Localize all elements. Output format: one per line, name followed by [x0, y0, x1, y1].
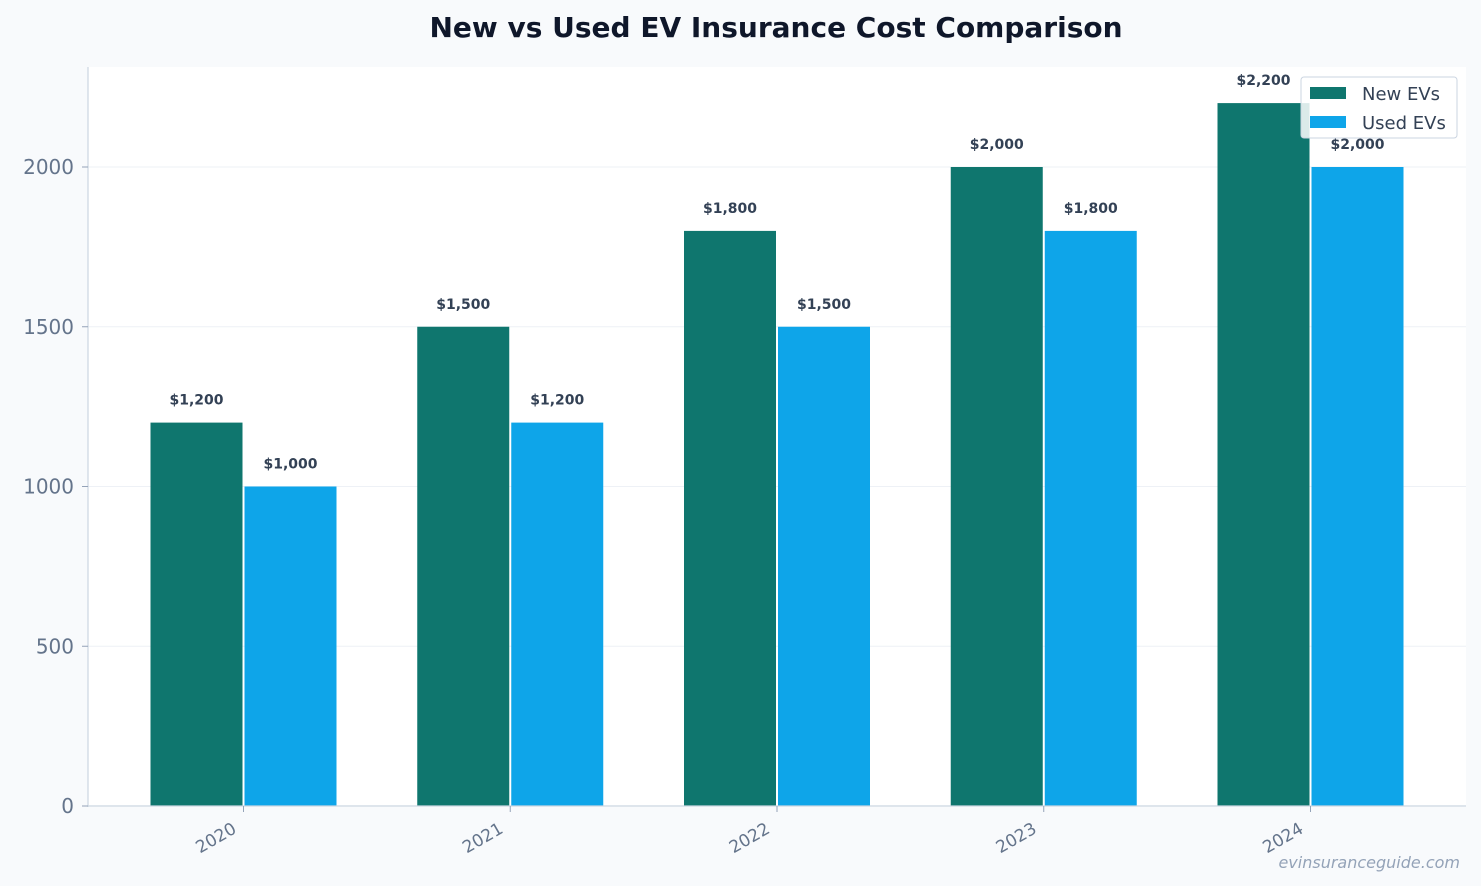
bar-label-used-evs-2022: $1,500	[797, 297, 851, 313]
bar-label-used-evs-2023: $1,800	[1064, 201, 1118, 217]
y-tick-label: 1000	[23, 475, 74, 499]
bar-used-evs-2022	[778, 326, 870, 806]
bar-used-evs-2023	[1044, 230, 1137, 807]
legend-label-new-evs: New EVs	[1362, 84, 1440, 105]
bar-new-evs-2020	[150, 422, 243, 806]
bar-label-new-evs-2020: $1,200	[169, 393, 223, 409]
bar-new-evs-2021	[417, 326, 510, 806]
y-tick-label: 1500	[23, 315, 74, 339]
legend-swatch-used-evs	[1310, 116, 1346, 128]
bar-label-new-evs-2023: $2,000	[970, 137, 1024, 153]
bar-used-evs-2020	[244, 486, 337, 806]
bar-new-evs-2022	[684, 230, 776, 807]
legend-label-used-evs: Used EVs	[1362, 113, 1446, 134]
bar-label-used-evs-2021: $1,200	[530, 393, 584, 409]
y-tick-label: 500	[36, 634, 74, 658]
legend: New EVs Used EVs	[1300, 76, 1458, 139]
bar-label-new-evs-2021: $1,500	[436, 297, 490, 313]
chart-title: New vs Used EV Insurance Cost Comparison	[429, 11, 1122, 44]
bar-used-evs-2024	[1311, 167, 1404, 806]
bar-new-evs-2023	[950, 167, 1043, 806]
bar-label-used-evs-2024: $2,000	[1330, 137, 1384, 153]
bar-value-labels: $1,200 $1,000 $1,500 $1,200 $1,800 $1,500 $2,0…	[169, 73, 1384, 472]
bar-label-used-evs-2020: $1,000	[263, 457, 317, 473]
y-tick-label: 0	[61, 794, 74, 818]
legend-swatch-new-evs	[1310, 87, 1346, 99]
y-tick-label: 2000	[23, 155, 74, 179]
bar-label-new-evs-2024: $2,200	[1236, 73, 1290, 89]
bar-used-evs-2021	[511, 422, 604, 806]
bars	[150, 103, 1404, 807]
watermark: evinsuranceguide.com	[1278, 853, 1460, 872]
bar-new-evs-2024	[1217, 103, 1310, 806]
y-axis-ticks: 0 500 1000 1500 2000	[23, 155, 88, 818]
bar-label-new-evs-2022: $1,800	[703, 201, 757, 217]
